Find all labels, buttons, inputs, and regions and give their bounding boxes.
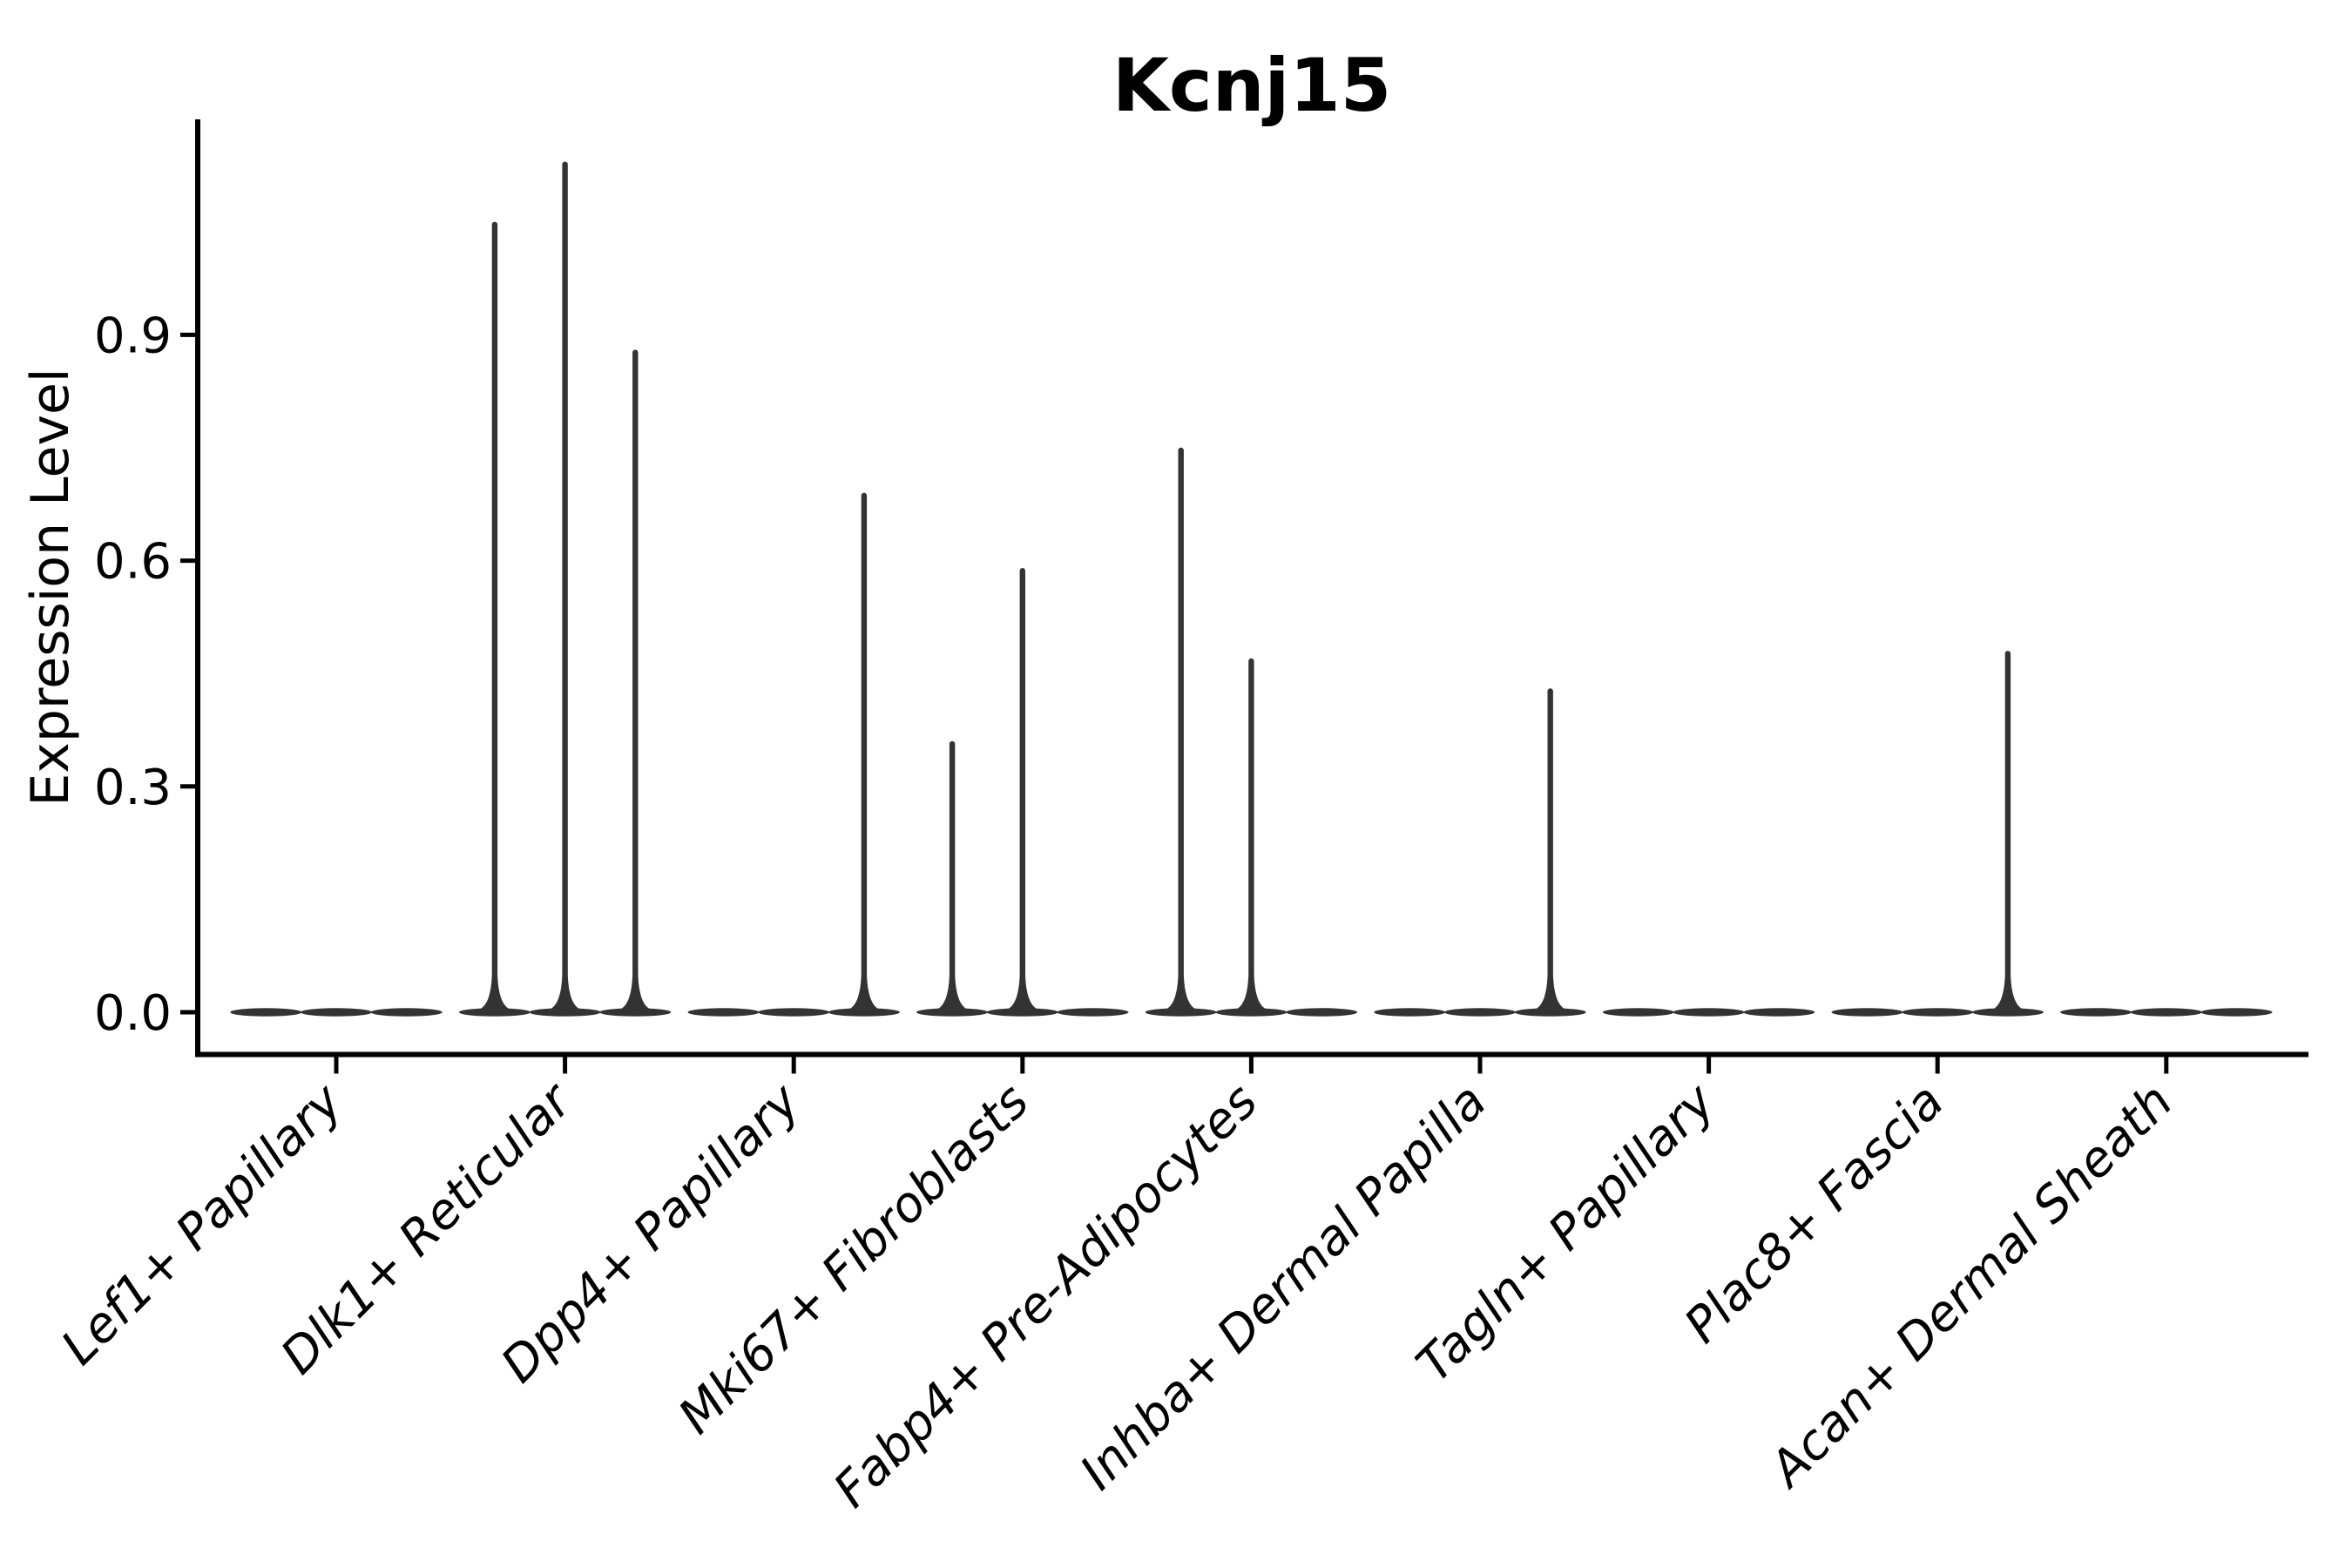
violin-body bbox=[1514, 1008, 1586, 1017]
violin-body bbox=[1831, 1008, 1903, 1017]
x-axis-tick-label: Fabp4+ Pre-Adipocytes bbox=[823, 1073, 1268, 1518]
violin-spike bbox=[937, 740, 968, 1010]
violins-layer bbox=[230, 161, 2273, 1017]
violin-body bbox=[1673, 1008, 1745, 1017]
violin-body bbox=[1215, 1008, 1288, 1017]
y-axis-tick-label: 0.3 bbox=[94, 760, 172, 816]
violin-body bbox=[1444, 1008, 1516, 1017]
x-axis-tick-label: Inhba+ Dermal Papilla bbox=[1070, 1073, 1497, 1501]
violin-spike bbox=[1535, 688, 1565, 1010]
violin-body bbox=[2130, 1008, 2202, 1017]
violin-body bbox=[828, 1008, 900, 1017]
violin-body bbox=[758, 1008, 830, 1017]
violin-spike bbox=[1166, 447, 1196, 1010]
y-axis-tick-label: 0.9 bbox=[94, 308, 172, 364]
violin-body bbox=[230, 1008, 302, 1017]
y-axis-label: Expression Level bbox=[20, 368, 81, 806]
violin-body bbox=[458, 1008, 531, 1017]
violin-body bbox=[1743, 1008, 1815, 1017]
violin-body bbox=[2060, 1008, 2132, 1017]
violin-spike bbox=[848, 492, 879, 1010]
chart-title: Kcnj15 bbox=[1112, 43, 1391, 128]
violin-body bbox=[301, 1008, 372, 1017]
x-axis-tick-label: Acan+ Dermal Sheath bbox=[1758, 1073, 2184, 1499]
violin-body bbox=[1374, 1008, 1446, 1017]
violin-spike bbox=[1236, 658, 1267, 1010]
violin-body bbox=[529, 1008, 601, 1017]
violin-body bbox=[1971, 1008, 2044, 1017]
y-axis-tick-label: 0.0 bbox=[94, 985, 172, 1042]
violin-body bbox=[1902, 1008, 1974, 1017]
violin-spike bbox=[1007, 568, 1037, 1010]
violin-body bbox=[370, 1008, 443, 1017]
violin-body bbox=[986, 1008, 1058, 1017]
violin-body bbox=[1145, 1008, 1217, 1017]
y-axis-tick-label: 0.6 bbox=[94, 534, 172, 591]
violin-body bbox=[687, 1008, 760, 1017]
violin-body bbox=[2200, 1008, 2273, 1017]
violin-spike bbox=[1992, 651, 2023, 1010]
violin-body bbox=[1057, 1008, 1129, 1017]
violin-spike bbox=[479, 221, 510, 1010]
violin-spike bbox=[550, 161, 580, 1010]
violin-spike bbox=[620, 349, 651, 1010]
violin-body bbox=[599, 1008, 672, 1017]
violin-body bbox=[1602, 1008, 1674, 1017]
violin-body bbox=[1286, 1008, 1358, 1017]
violin-body bbox=[916, 1008, 989, 1017]
